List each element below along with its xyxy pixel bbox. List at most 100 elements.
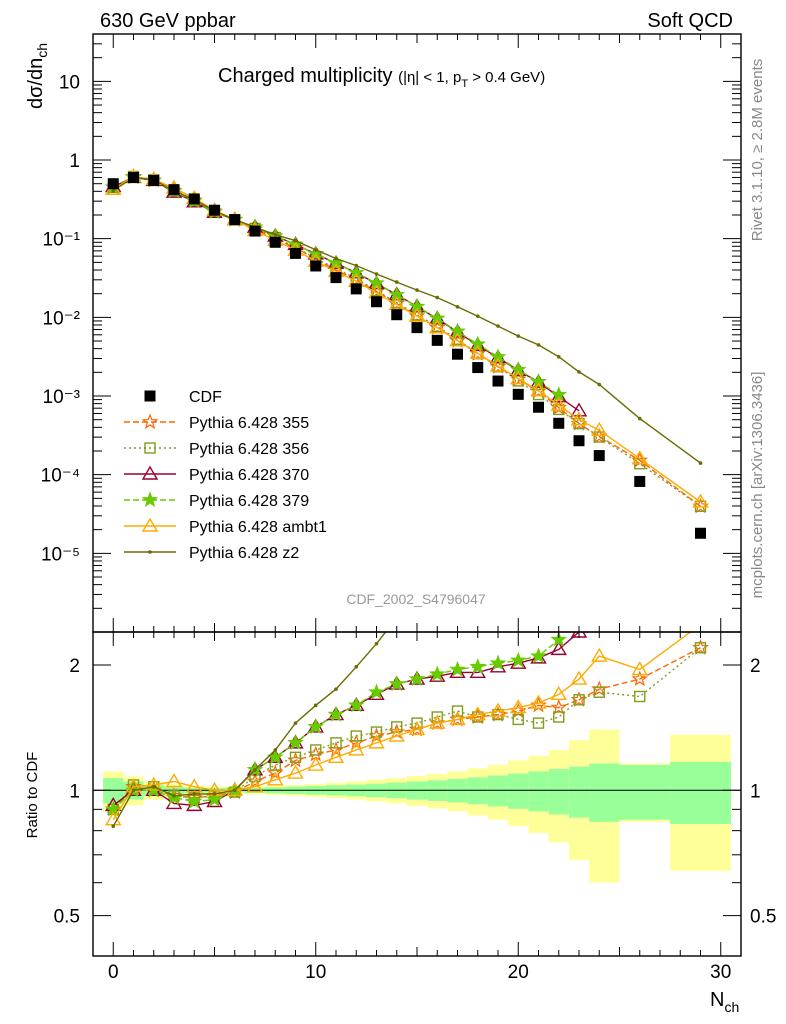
series-z2-main-point — [637, 416, 642, 421]
cdf-point — [593, 450, 605, 462]
axes: 0 10 20 30 10 1 10⁻¹ 10⁻² 10⁻³ 10⁻⁴ 10⁻⁵ 0.5 0.5 1 1 2 2 — [41, 33, 776, 983]
series-356-ratio-point — [492, 708, 504, 721]
legend-marker — [144, 442, 156, 454]
series-z2-main-point — [455, 305, 460, 309]
series-379-ratio-line — [112, 639, 560, 810]
legend-marker — [148, 550, 152, 554]
series-z2-ratio-point — [374, 641, 379, 646]
title-sub: (|η| < 1, p — [398, 69, 461, 86]
ratio-panel-series — [104, 632, 709, 828]
band-inner — [487, 775, 509, 807]
series-356-ratio-point — [573, 694, 585, 706]
main-ylabel-sub: ch — [34, 43, 50, 58]
band-inner — [508, 773, 529, 809]
cdf-point — [269, 236, 281, 248]
ratio-y-tick-label-left: 2 — [69, 656, 80, 677]
main-y-tick-label: 10⁻¹ — [43, 230, 81, 251]
series-z2-main-point — [496, 324, 500, 328]
series-ambt1-ratio-point — [287, 764, 304, 779]
series-z2-ratio-point — [212, 792, 217, 796]
series-ambt1-ratio-point — [327, 748, 345, 764]
series-ambt1-main-point — [408, 307, 426, 322]
legend-marker — [144, 390, 156, 402]
series-ambt1-main-point — [510, 370, 527, 385]
legend-marker — [141, 465, 159, 480]
ratio-ylabel: Ratio to CDF — [24, 752, 41, 839]
series-379-ratio-point — [509, 651, 527, 668]
cdf-point — [249, 225, 261, 237]
series-z2-ratio-point — [293, 721, 298, 725]
band-inner — [670, 761, 731, 825]
series-356-ratio-point — [350, 730, 362, 742]
series-379-ratio-point — [287, 734, 304, 750]
series-356-ratio-point — [330, 737, 342, 749]
series-z2-ratio-point — [192, 792, 197, 796]
series-ambt1-ratio-point — [246, 778, 264, 793]
ratio-y-tick-label-left: 0.5 — [54, 907, 80, 928]
cdf-point — [512, 388, 524, 400]
series-ambt1-main-point — [570, 411, 588, 426]
series-ambt1-ratio-point — [570, 670, 588, 685]
cdf-point — [128, 171, 139, 183]
series-ambt1-ratio-point — [591, 647, 608, 662]
x-tick-label: 30 — [710, 962, 731, 983]
series-z2-main-point — [394, 280, 399, 284]
legend-label: Pythia 6.428 370 — [189, 467, 309, 484]
series-z2-main-point — [516, 334, 521, 338]
series-355-ratio-point — [449, 710, 466, 727]
title-sub-rest: > 0.4 GeV) — [468, 69, 545, 86]
series-ambt1-main-point — [692, 493, 709, 508]
cdf-point — [350, 283, 362, 295]
cdf-point — [411, 322, 423, 334]
series-356-ratio-point — [411, 717, 423, 729]
cdf-point — [330, 272, 342, 284]
series-356-ratio-point — [431, 711, 443, 723]
cdf-point — [695, 527, 706, 539]
x-label-text: N — [710, 989, 724, 1011]
legend-marker — [141, 517, 159, 532]
series-356-ratio-point — [512, 713, 524, 726]
cdf-point — [431, 334, 443, 346]
series-379-ratio-point — [368, 683, 385, 700]
legend-label: Pythia 6.428 ambt1 — [189, 519, 327, 536]
series-379-ratio-point — [185, 792, 203, 809]
ratio-y-tick-label-right: 1 — [750, 781, 761, 802]
series-z2-ratio-point — [354, 664, 359, 669]
series-z2-main-point — [374, 272, 379, 276]
series-z2-ratio-point — [131, 788, 136, 793]
legend-label: Pythia 6.428 356 — [189, 441, 309, 458]
series-z2-ratio-point — [172, 794, 176, 798]
series-ambt1-ratio-point — [388, 727, 405, 742]
band-inner — [568, 766, 590, 818]
x-tick-label: 0 — [108, 962, 119, 983]
header-left: 630 GeV ppbar — [100, 10, 236, 32]
title-main: Charged multiplicity — [218, 65, 393, 87]
series-z2-ratio-point — [232, 788, 237, 793]
legend-label: Pythia 6.428 z2 — [189, 545, 299, 562]
main-y-tick-label: 1 — [69, 151, 80, 172]
series-370-main-point — [570, 402, 588, 417]
series-ambt1-main-point — [631, 450, 648, 465]
series-ambt1-main-point — [429, 319, 446, 334]
series-ambt1-main-point — [591, 421, 608, 436]
ratio-y-tick-label-left: 1 — [69, 781, 80, 802]
series-379-main-point — [327, 254, 345, 271]
series-379-ratio-point — [469, 658, 487, 674]
series-355-ratio-point — [266, 764, 284, 781]
x-tick-label: 10 — [305, 962, 326, 983]
cdf-point — [188, 193, 200, 205]
main-ylabel: dσ/dnch — [25, 43, 50, 109]
cdf-point — [168, 184, 180, 196]
series-370-main-line — [113, 176, 580, 412]
series-ambt1-ratio-point — [307, 756, 324, 771]
main-y-tick-label: 10⁻² — [43, 308, 81, 329]
series-356-ratio-line — [112, 647, 701, 810]
legend-marker — [141, 491, 159, 508]
series-ambt1-ratio-point — [368, 734, 385, 749]
series-356-ratio-point — [593, 686, 605, 698]
rivet-label: Rivet 3.1.10, ≥ 2.8M events — [749, 59, 766, 242]
series-ambt1-ratio-point — [429, 714, 446, 729]
series-ambt1-ratio-point — [489, 702, 507, 717]
main-y-tick-label: 10⁻³ — [43, 387, 81, 408]
series-ambt1-ratio-point — [226, 781, 243, 797]
